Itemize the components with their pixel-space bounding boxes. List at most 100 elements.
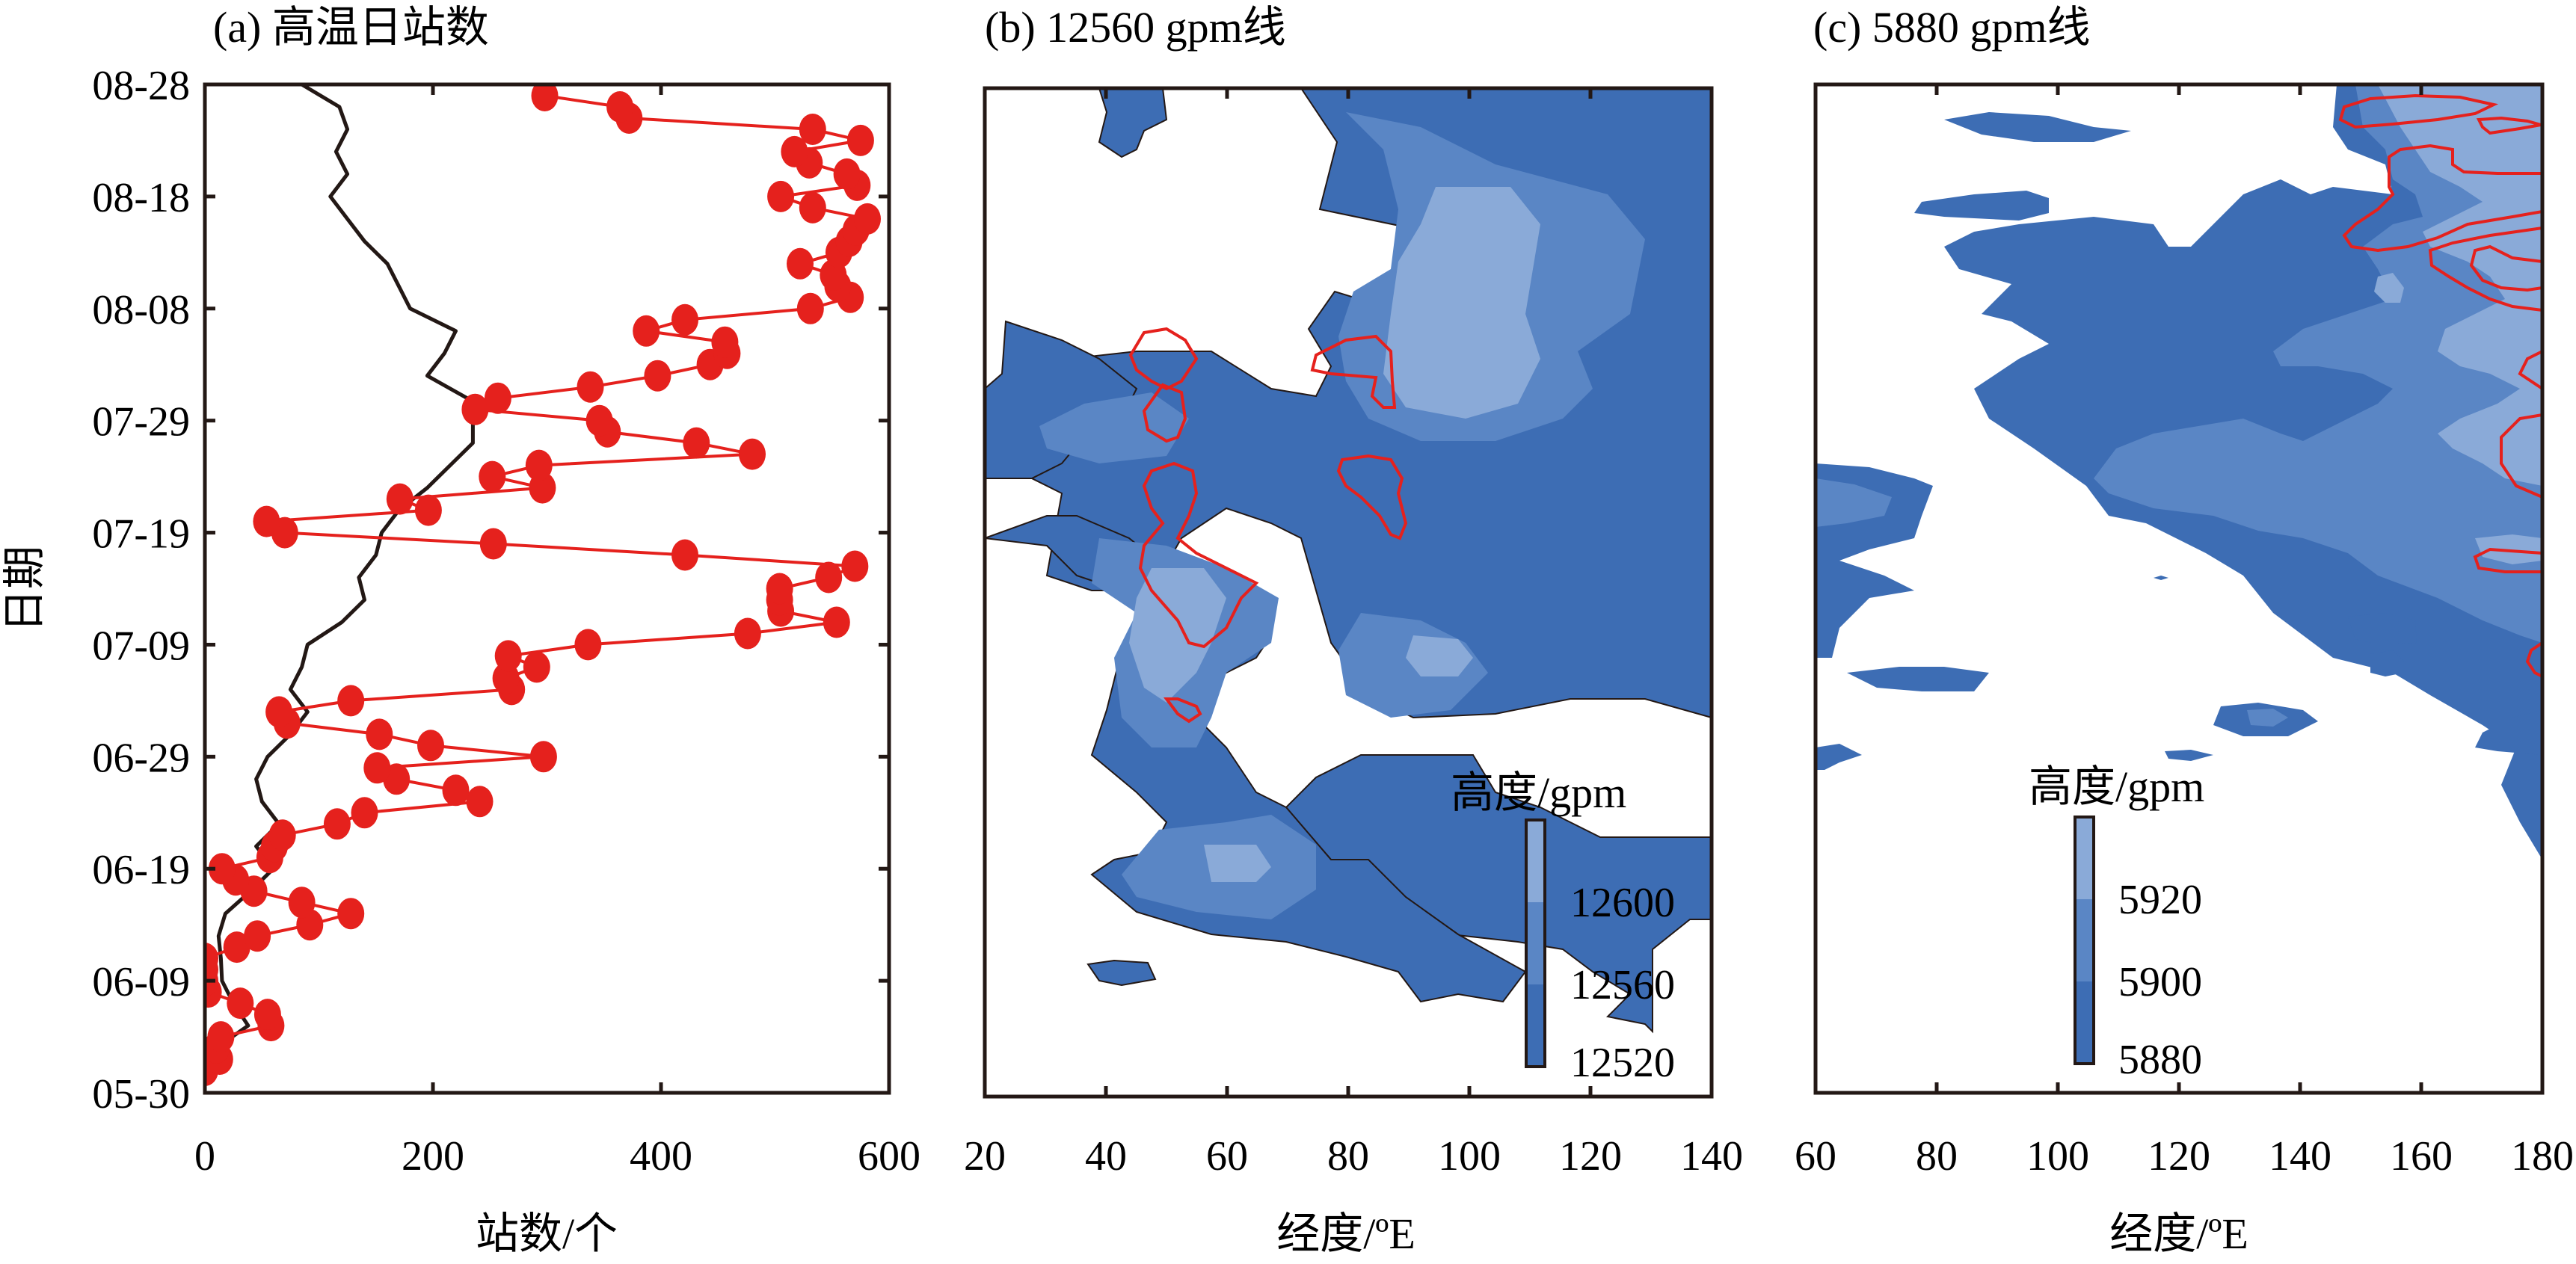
contour-fill-level-12600-mid (1129, 568, 1226, 703)
station-count-point (523, 651, 550, 683)
contour-fill-level-5880-se (2475, 710, 2542, 755)
station-count-point (854, 203, 881, 235)
x-tick-label: 140 (1680, 1133, 1743, 1180)
y-tick-label: 07-09 (92, 623, 190, 669)
panel-b-contour-field (985, 88, 1712, 1034)
y-tick-label: 07-29 (92, 399, 190, 446)
contour-fill-level-12600 (1383, 187, 1540, 419)
contour-fill-level-5880-blob1 (2348, 613, 2417, 644)
red-isoline (2342, 144, 2542, 253)
station-count-point (671, 303, 698, 336)
station-count-point (323, 808, 351, 840)
station-count-point (386, 483, 414, 515)
station-count-point (781, 135, 808, 167)
station-count-point (223, 931, 250, 964)
station-count-point (799, 191, 826, 223)
station-count-point (337, 898, 365, 930)
station-count-point (841, 550, 869, 582)
panel-c-red-isolines (2338, 93, 2542, 678)
x-tick-label: 180 (2511, 1133, 2574, 1180)
x-tick-label: 40 (1085, 1133, 1127, 1180)
contour-fill-level-5900-blob (2247, 709, 2288, 727)
panel-b-colorbar-title: 高度/gpm (1451, 768, 1626, 817)
y-tick-label: 08-18 (92, 175, 190, 221)
y-tick-label: 06-29 (92, 735, 190, 781)
station-count-point (253, 999, 281, 1031)
contour-fill-level-5880-streak1 (1944, 112, 2131, 142)
station-count-point (799, 114, 826, 145)
running-mean-line (214, 84, 475, 1072)
contour-fill-level-5880-blob3 (1847, 667, 1989, 691)
red-isoline (2525, 641, 2542, 678)
panel-b-colorbar: 高度/gpm 12600 12560 12520 (1451, 768, 1675, 1086)
station-count-point (525, 449, 553, 481)
panel-c-colorbar-title: 高度/gpm (2029, 762, 2204, 811)
station-count-point (574, 629, 602, 661)
colorbar-segment-mid (2075, 899, 2094, 981)
station-count-point (268, 819, 296, 851)
panel-c: (c) 5880 gpm线 (1795, 3, 2574, 1258)
station-count-point (833, 158, 861, 190)
station-count-point (823, 606, 850, 638)
station-count-point (479, 528, 507, 560)
panel-a-y-ticks: 05-30 06-09 06-19 06-29 07-09 07-19 07-29 08-08… (92, 63, 889, 1117)
red-isoline (2473, 547, 2542, 573)
panel-c-contour-field (1816, 84, 2542, 860)
red-isoline (2500, 413, 2542, 499)
red-isoline (1163, 697, 1202, 724)
x-tick-label: 80 (1327, 1133, 1369, 1180)
contour-fill-level-5920-mid (2374, 273, 2404, 303)
red-isoline (1138, 461, 1259, 649)
red-isoline (2476, 116, 2542, 135)
contour-fill-level-12520-island (1086, 959, 1157, 987)
contour-fill-level-5880-blob5 (1816, 744, 1862, 770)
panel-a-x-ticks: 0 200 400 600 (194, 84, 920, 1180)
contour-fill-level-5920 (2378, 84, 2542, 486)
station-count-point (633, 315, 660, 347)
panel-a-plot-area (205, 84, 881, 1086)
panel-a-title: (a) 高温日站数 (213, 3, 489, 52)
contour-fill-level-12520-top (1098, 88, 1168, 158)
station-count-point (606, 91, 634, 123)
station-count-point (711, 326, 739, 358)
station-count-point (787, 247, 814, 280)
station-count-point (734, 617, 761, 650)
contour-fill-level-5880-blob6 (2165, 750, 2213, 761)
colorbar-label-5920: 5920 (2118, 877, 2202, 923)
y-tick-label: 06-19 (92, 847, 190, 893)
colorbar-label-12600: 12600 (1570, 880, 1675, 926)
y-tick-label: 06-09 (92, 959, 190, 1005)
colorbar-segment-low (1526, 984, 1545, 1067)
x-tick-label: 80 (1916, 1133, 1958, 1180)
station-count-point (766, 573, 793, 605)
red-isoline (2428, 226, 2542, 312)
x-tick-label: 120 (2148, 1133, 2210, 1180)
panel-b: (b) 12560 gpm线 (964, 3, 1743, 1258)
colorbar-segment-low (2075, 981, 2094, 1064)
x-tick-label: 160 (2390, 1133, 2453, 1180)
x-tick-label: 60 (1795, 1133, 1836, 1180)
station-count-point (585, 404, 613, 437)
station-count-line (205, 94, 871, 1072)
station-count-point (244, 920, 271, 952)
station-count-point (265, 696, 293, 728)
station-count-point (351, 797, 378, 829)
colorbar-frame (1525, 818, 1546, 1068)
panel-b-x-ticks: 20 40 60 80 100 120 140 (964, 88, 1743, 1180)
contour-fill-level-5880-tiny (2154, 576, 2168, 580)
station-count-point (207, 1021, 235, 1053)
station-count-point (253, 505, 280, 537)
contour-fill-level-5900-w (1816, 478, 1892, 527)
panel-c-colorbar: 高度/gpm 5920 5900 5880 (2029, 762, 2204, 1083)
red-isoline (2518, 350, 2542, 390)
x-tick-label: 20 (964, 1133, 1006, 1180)
red-isoline (1142, 383, 1187, 443)
station-count-point (577, 371, 604, 403)
station-count-point (479, 460, 506, 493)
y-tick-label: 07-19 (92, 511, 190, 558)
colorbar-label-5880: 5880 (2118, 1037, 2202, 1083)
station-count-point (363, 752, 391, 784)
station-count-point (466, 786, 494, 818)
station-count-point (205, 943, 218, 975)
